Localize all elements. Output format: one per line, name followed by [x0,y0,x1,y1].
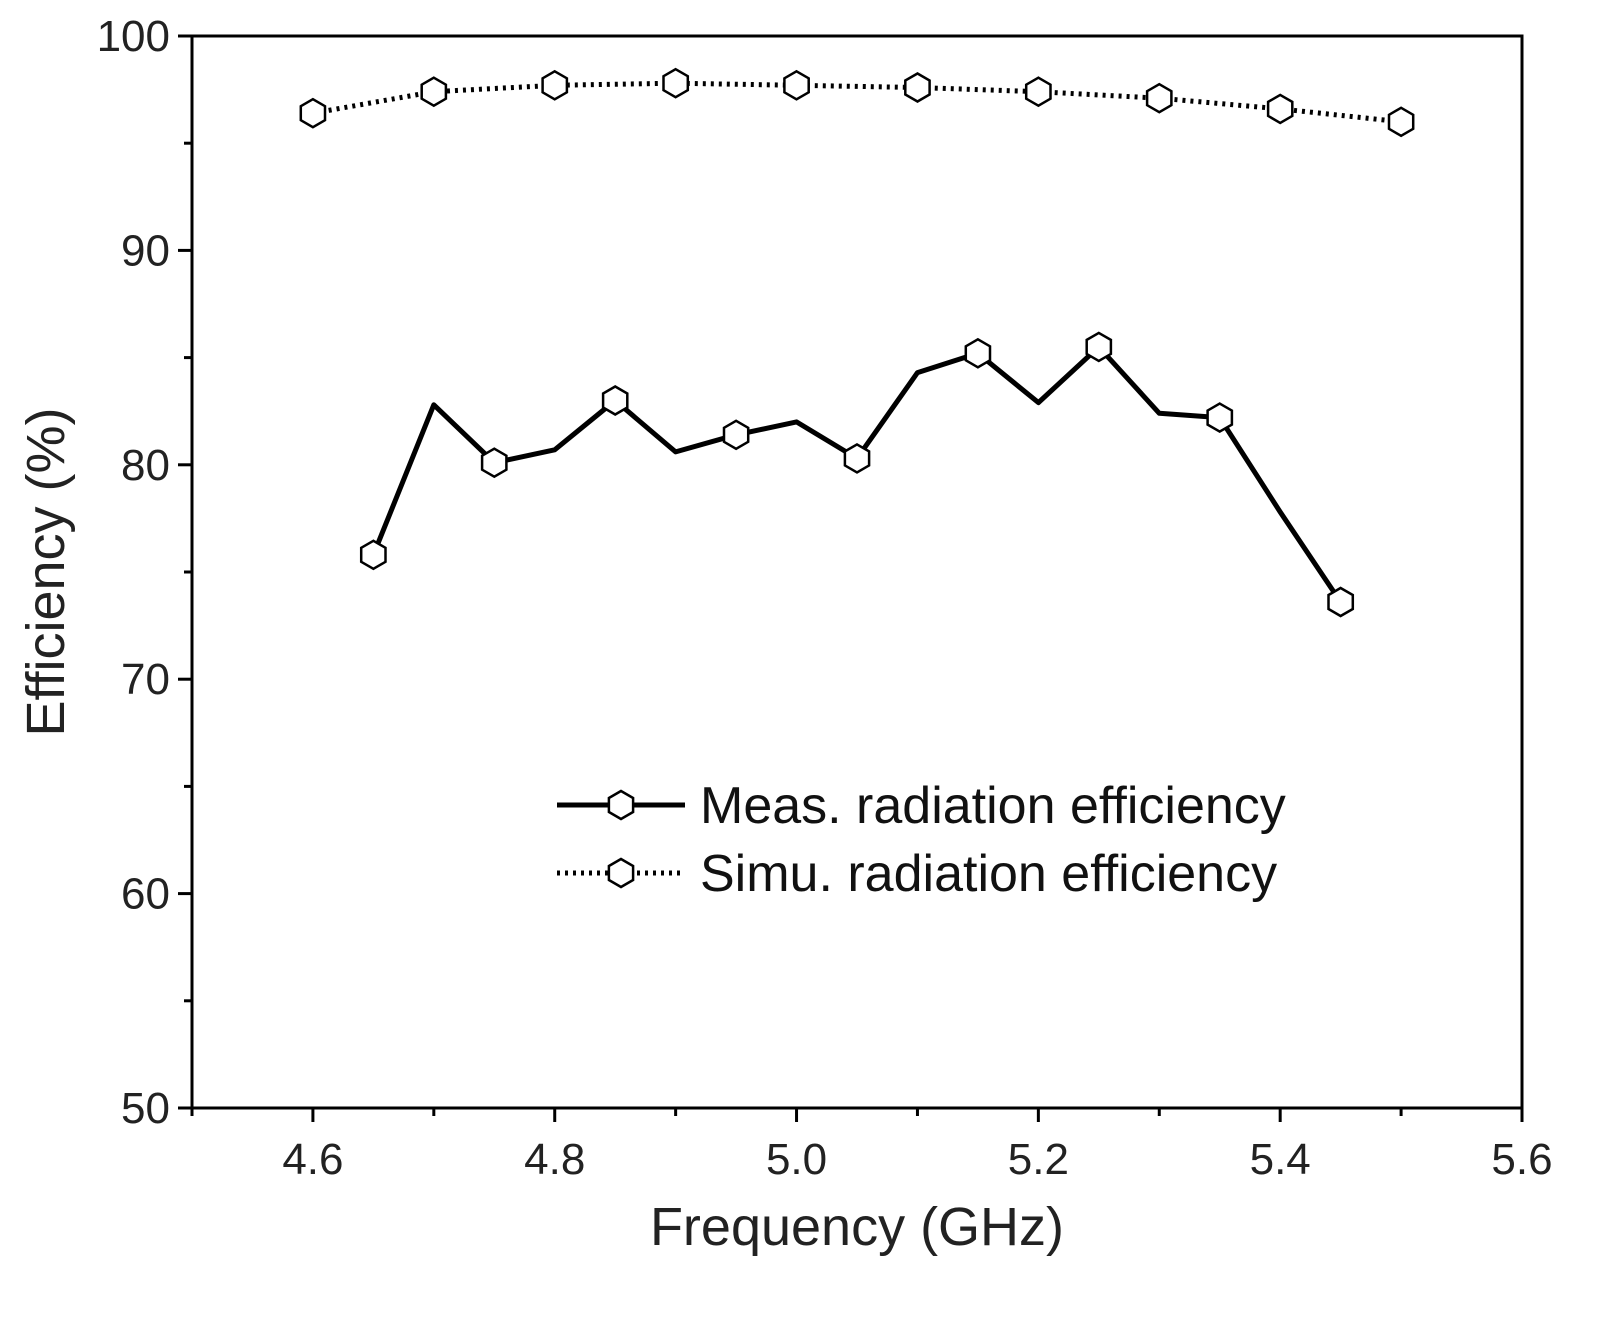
legend-marker-1 [607,789,635,821]
data-point-marker [843,442,871,474]
x-tick-label: 4.8 [524,1135,585,1184]
y-tick-label: 80 [121,441,170,490]
data-point-marker [1024,76,1052,108]
data-point-marker [1206,402,1234,434]
data-point-marker [662,67,690,99]
x-axis: 4.6 4.8 5.0 5.2 5.4 5.6 [190,1108,1553,1184]
y-tick-label: 100 [97,12,170,61]
data-point-marker [541,69,569,101]
legend-label-1: Meas. radiation efficiency [700,777,1286,835]
data-point-marker [420,76,448,108]
series-line-2 [312,80,1402,125]
y-tick-label: 70 [121,655,170,704]
x-tick-label: 4.6 [282,1135,343,1184]
y-axis-title: Efficiency (%) [16,407,76,736]
data-point-marker [964,337,992,369]
legend: Meas. radiation efficiency Simu. radiatio… [557,777,1286,903]
data-point-marker [480,447,508,479]
series-line-1 [371,344,1343,604]
legend-marker-2 [607,857,635,889]
data-point-marker [359,539,387,571]
y-tick-label: 50 [121,1084,170,1133]
x-tick-label: 5.4 [1250,1135,1311,1184]
x-tick-label: 5.2 [1008,1135,1069,1184]
data-point-marker [1327,586,1355,618]
x-axis-title: Frequency (GHz) [650,1197,1064,1257]
data-point-marker [904,72,931,103]
data-point-marker [1085,331,1113,363]
x-tick-label: 5.0 [766,1135,827,1184]
y-tick-label: 90 [121,226,170,275]
data-point-marker [1387,106,1415,138]
series-layer [299,67,1415,618]
data-point-marker [1266,93,1294,125]
data-point-marker [601,385,629,416]
x-tick-label: 5.6 [1491,1135,1552,1184]
y-tick-label: 60 [121,870,170,919]
legend-label-2: Simu. radiation efficiency [700,845,1277,903]
data-point-marker [783,69,810,101]
y-axis: 50 60 70 80 90 100 [97,12,192,1133]
data-point-marker [299,97,327,129]
data-point-marker [722,419,750,451]
data-point-marker [1145,82,1173,114]
